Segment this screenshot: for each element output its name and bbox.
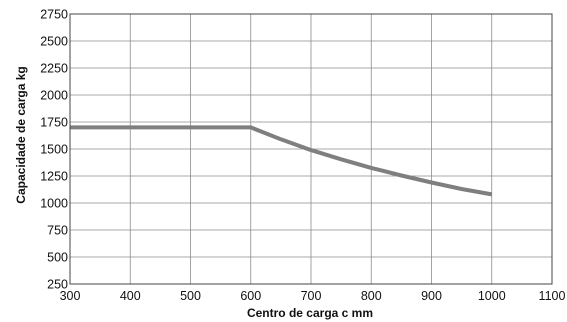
y-tick-label-500: 500	[47, 251, 68, 265]
y-tick-label-1000: 1000	[40, 197, 68, 211]
x-tick-label-700: 700	[301, 289, 322, 303]
x-tick-label-1100: 1100	[539, 289, 566, 303]
y-tick-label-2000: 2000	[40, 89, 68, 103]
x-tick-label-400: 400	[120, 289, 141, 303]
x-axis-label: Centro de carga c mm	[247, 306, 373, 320]
y-tick-label-250: 250	[47, 278, 68, 292]
series-layer	[70, 125, 493, 197]
plot-frame	[69, 13, 553, 285]
y-tick-label-1750: 1750	[40, 116, 68, 130]
x-tick-label-1000: 1000	[478, 289, 506, 303]
grid	[69, 13, 553, 285]
series-line-0	[70, 125, 493, 197]
y-tick-labels: 250 500 750 1000 1250 1500 1750 2000 2250 2500 275…	[40, 8, 68, 292]
y-tick-label-2250: 2250	[40, 62, 68, 76]
y-tick-label-2750: 2750	[40, 8, 68, 22]
x-tick-label-800: 800	[361, 289, 382, 303]
y-axis-label: Capacidade de carga kg	[14, 66, 28, 203]
x-tick-label-900: 900	[421, 289, 442, 303]
x-tick-label-500: 500	[180, 289, 201, 303]
y-tick-label-1250: 1250	[40, 170, 68, 184]
x-tick-label-600: 600	[240, 289, 261, 303]
x-tick-labels: 300 400 500 600 700 800 900 1000 1100	[60, 289, 566, 303]
x-tick-label-300: 300	[60, 289, 81, 303]
y-tick-label-750: 750	[47, 224, 68, 238]
y-tick-label-2500: 2500	[40, 35, 68, 49]
y-tick-label-1500: 1500	[40, 143, 68, 157]
